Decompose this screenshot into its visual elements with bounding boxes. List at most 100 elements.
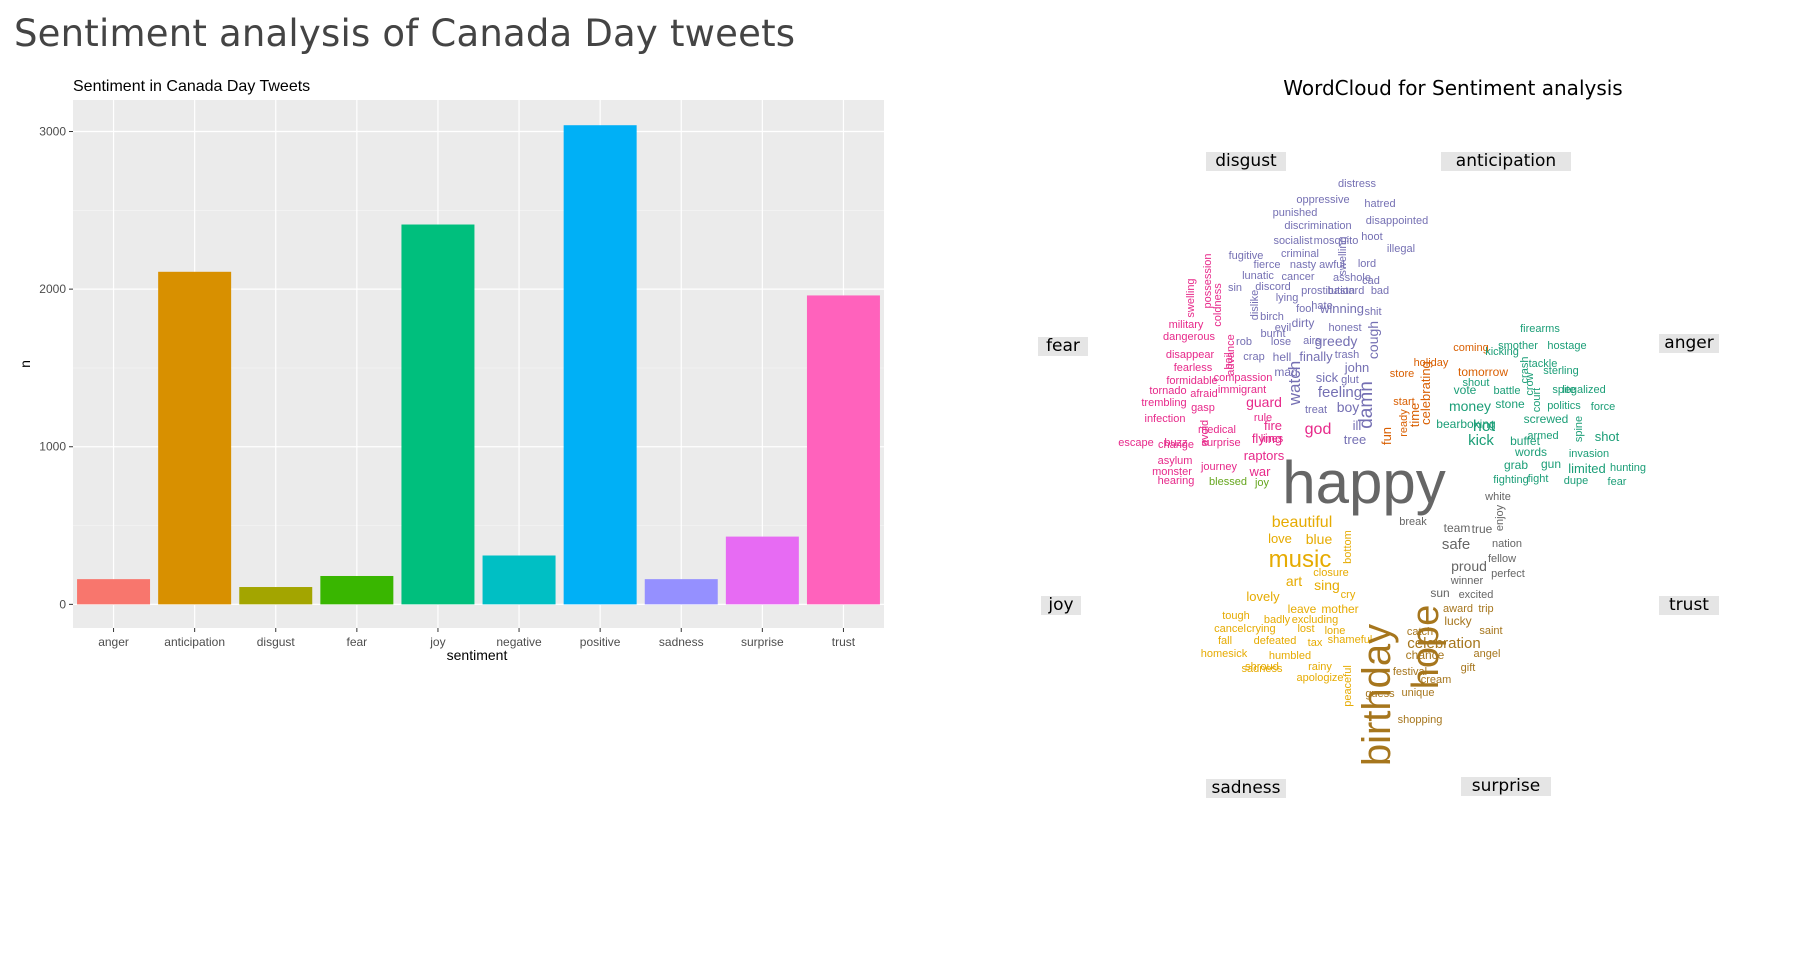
word-crow: crow (1524, 372, 1536, 395)
word-fugitive: fugitive (1229, 250, 1264, 262)
word-afraid: afraid (1190, 388, 1218, 400)
word-lunatic: lunatic (1242, 270, 1274, 282)
word-rule: rule (1254, 412, 1272, 424)
word-military: military (1169, 319, 1204, 331)
word-enjoy: enjoy (1494, 504, 1506, 531)
word-dirty: dirty (1292, 316, 1315, 330)
word-smother: smother (1498, 340, 1538, 352)
word-dangerous: dangerous (1163, 331, 1215, 343)
word-cancel: cancel (1214, 623, 1246, 635)
word-humbled: humbled (1269, 650, 1311, 662)
bar-chart-panel: 0 1000 2000 3000 anger anticipation disgust fea… (39, 100, 884, 649)
word-festival: festival (1393, 666, 1427, 678)
word-fierce: fierce (1254, 259, 1281, 271)
word-swelling: swelling (1185, 278, 1197, 317)
word-advance: advance (1225, 334, 1237, 376)
word-true: true (1472, 522, 1493, 536)
word-lines: lines (1261, 433, 1284, 445)
word-blue: blue (1306, 531, 1333, 547)
word-white: white (1484, 491, 1511, 503)
word-store: store (1390, 368, 1414, 380)
word-rainy: rainy (1308, 661, 1332, 673)
word-greedy: greedy (1315, 333, 1358, 349)
sentiment-bar-chart: Sentiment in Canada Day Tweets 0 1000 2000… (17, 78, 884, 663)
word-criminal: criminal (1281, 248, 1319, 260)
word-guess: guess (1365, 688, 1395, 700)
word-legalized: legalized (1562, 384, 1605, 396)
word-celebrating: celebrating (1418, 361, 1433, 425)
x-tick-label: anticipation (164, 635, 225, 649)
bar-disgust (239, 587, 313, 605)
word-asshole: asshole (1333, 272, 1371, 284)
word-limited: limited (1568, 461, 1606, 476)
word-possession: possession (1202, 253, 1214, 308)
word-gift: gift (1461, 662, 1476, 674)
word-spite: spite (1552, 384, 1575, 396)
group-label-box-trust (1659, 596, 1719, 615)
y-tick-label: 2000 (39, 282, 66, 296)
word-peaceful: peaceful (1342, 665, 1354, 707)
word-happy: happy (1282, 449, 1445, 516)
word-hunting: hunting (1610, 462, 1646, 474)
x-tick-label: disgust (257, 635, 296, 649)
word-hatred: hatred (1364, 198, 1395, 210)
word-proud: proud (1451, 558, 1487, 574)
word-safe: safe (1442, 536, 1470, 553)
word-discrimination: discrimination (1284, 220, 1351, 232)
word-evil: evil (1275, 322, 1292, 334)
word-excluding: excluding (1292, 614, 1338, 626)
word-armed: armed (1527, 430, 1558, 442)
word-socialist: socialist (1273, 235, 1312, 247)
word-leave: leave (1288, 602, 1317, 616)
x-tick-label: trust (832, 635, 856, 649)
bar-trust (806, 295, 880, 605)
word-fun: fun (1379, 427, 1394, 445)
word-god: god (1305, 421, 1332, 438)
word-words: words (1514, 445, 1547, 459)
word-airs: airs (1303, 335, 1321, 347)
word-winning: winning (1319, 301, 1364, 316)
word-buffet: buffet (1510, 434, 1540, 448)
word-journey: journey (1200, 461, 1238, 473)
word-bearboxing: bearboxing (1436, 417, 1495, 431)
group-label-anger: anger (1664, 333, 1713, 353)
word-dupe: dupe (1564, 475, 1588, 487)
word-sick: sick (1316, 370, 1339, 385)
word-celebration: celebration (1407, 635, 1480, 652)
word-force: force (1591, 401, 1615, 413)
word-spine: spine (1573, 416, 1585, 442)
word-badly: badly (1264, 614, 1291, 626)
word-hostage: hostage (1547, 340, 1586, 352)
word-crap: crap (1243, 351, 1264, 363)
word-sun: sun (1430, 586, 1449, 600)
word-art: art (1286, 573, 1302, 589)
word-lucky: lucky (1444, 614, 1471, 628)
wordcloud-group-labels: disgust anticipation fear anger joy trust sadn… (1038, 151, 1719, 798)
word-escape: escape (1118, 437, 1153, 449)
word-bottom: bottom (1342, 530, 1354, 564)
word-burnt: burnt (1260, 328, 1285, 340)
word-finally: finally (1299, 349, 1333, 364)
word-hope: hope (1405, 605, 1447, 690)
word-blessed: blessed (1209, 476, 1247, 488)
word-sadness: sadness (1242, 663, 1283, 675)
word-joy: joy (1254, 477, 1270, 489)
wordcloud-words: distress oppressive hatred punished disappoi… (1118, 178, 1646, 766)
word-formidable: formidable (1166, 375, 1217, 387)
word-gun: gun (1541, 457, 1561, 471)
word-grab: grab (1504, 458, 1528, 472)
word-bastard: bastard (1328, 285, 1365, 297)
word-sterling: sterling (1543, 365, 1578, 377)
word-mad: mad (1274, 365, 1297, 379)
bar-positive (563, 125, 637, 605)
bar-anger (77, 579, 151, 605)
group-label-fear: fear (1046, 336, 1080, 356)
word-nation: nation (1492, 538, 1522, 550)
word-award: award (1443, 603, 1473, 615)
group-label-box-sadness (1206, 779, 1286, 798)
word-feeling: feeling (1318, 384, 1362, 401)
bar-surprise (725, 536, 799, 605)
word-tree: tree (1344, 432, 1366, 447)
group-label-box-anger (1659, 334, 1719, 353)
